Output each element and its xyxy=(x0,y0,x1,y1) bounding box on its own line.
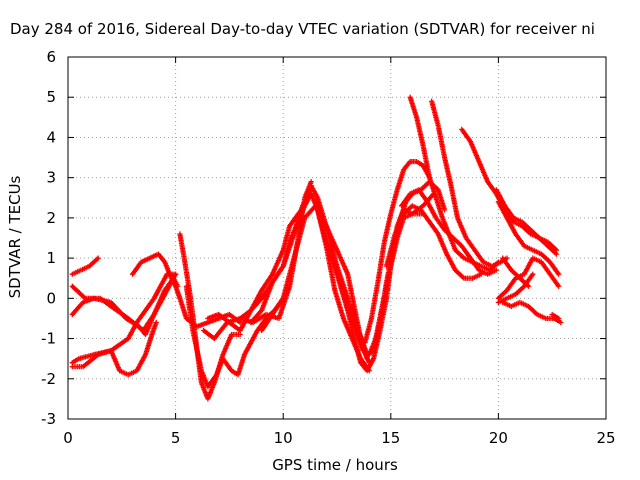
data-series-4 xyxy=(69,319,159,378)
x-tick-label: 0 xyxy=(63,429,73,447)
y-axis-label: SDTVAR / TECUs xyxy=(6,175,24,298)
y-tick-label: -2 xyxy=(41,370,56,388)
data-series-28 xyxy=(549,311,562,322)
x-tick-label: 25 xyxy=(596,429,615,447)
data-series-17 xyxy=(383,203,484,281)
x-tick-label: 10 xyxy=(274,429,293,447)
y-tick-label: 0 xyxy=(46,289,56,307)
y-tick-label: -1 xyxy=(41,330,56,348)
data-series-0 xyxy=(69,255,101,277)
data-series-20 xyxy=(429,98,510,269)
data-series-16 xyxy=(362,158,433,346)
y-tick-label: 2 xyxy=(46,209,56,227)
data-points xyxy=(69,94,564,402)
axis-ticks: 0 5 10 15 20 25 -3 -2 -1 0 1 2 3 4 5 6 xyxy=(41,48,616,447)
plot-frame xyxy=(67,56,607,420)
x-tick-label: 15 xyxy=(381,429,400,447)
y-tick-label: -3 xyxy=(41,410,56,428)
data-series-26 xyxy=(495,271,536,305)
y-tick-label: 1 xyxy=(46,249,56,267)
y-tick-label: 5 xyxy=(46,88,56,106)
data-series-2 xyxy=(69,271,179,338)
data-series-23 xyxy=(495,199,562,277)
chart-title: Day 284 of 2016, Sidereal Day-to-day VTE… xyxy=(10,20,595,38)
x-tick-label: 20 xyxy=(489,429,508,447)
x-tick-label: 5 xyxy=(171,429,181,447)
data-series-19 xyxy=(407,94,501,273)
x-axis-label: GPS time / hours xyxy=(272,456,398,474)
data-series-7 xyxy=(183,283,286,390)
data-series-27 xyxy=(500,299,564,326)
y-tick-label: 4 xyxy=(46,128,56,146)
data-series-22 xyxy=(493,187,560,257)
y-tick-label: 6 xyxy=(46,48,56,66)
y-tick-label: 3 xyxy=(46,169,56,187)
